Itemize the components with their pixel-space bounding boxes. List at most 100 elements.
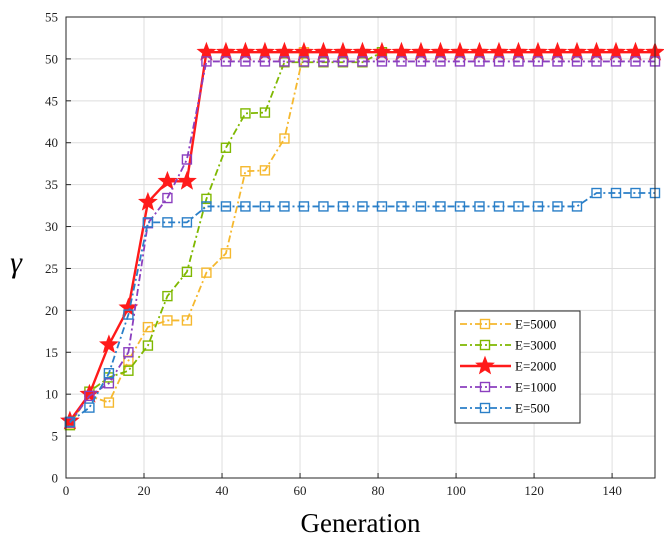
data-point: [610, 187, 622, 199]
data-point: [259, 107, 271, 118]
data-point: [123, 365, 134, 376]
legend-item: E=5000: [460, 317, 556, 332]
data-point: [469, 41, 490, 61]
data-point: [489, 41, 509, 61]
data-point: [59, 410, 80, 430]
y-tick-label: 50: [45, 51, 58, 66]
legend: E=5000 E=3000 E=2000 E=1000 E=500: [454, 310, 581, 424]
data-point: [142, 340, 154, 351]
data-point: [235, 41, 256, 61]
legend-label: E=1000: [515, 380, 556, 395]
data-point: [586, 41, 607, 61]
data-point: [162, 290, 173, 302]
data-point: [318, 56, 329, 67]
x-axis-label: Generation: [301, 508, 421, 538]
data-point: [376, 201, 388, 212]
data-point: [298, 56, 310, 67]
legend-label: E=500: [515, 401, 550, 416]
data-point: [591, 56, 602, 67]
legend-item: E=500: [460, 401, 550, 416]
data-point: [474, 56, 485, 67]
data-point: [84, 402, 95, 413]
legend-label: E=2000: [515, 359, 556, 374]
data-point: [103, 397, 115, 408]
data-point: [201, 193, 212, 205]
data-point: [201, 201, 212, 212]
legend-label: E=5000: [515, 317, 556, 332]
legend-marker: [479, 339, 491, 351]
data-point: [376, 56, 388, 67]
y-tick-label: 20: [45, 303, 58, 318]
data-point: [84, 390, 95, 402]
data-point: [532, 56, 544, 67]
data-point: [450, 41, 470, 61]
data-point: [177, 170, 197, 190]
data-point: [220, 248, 232, 259]
x-tick-label: 100: [446, 483, 466, 498]
y-tick-label: 10: [45, 387, 58, 402]
data-point: [279, 133, 290, 144]
legend-marker: [475, 355, 495, 375]
data-point: [240, 108, 251, 119]
data-point: [591, 187, 602, 199]
data-point: [337, 56, 349, 67]
y-tick-label: 45: [45, 93, 58, 108]
data-point: [298, 201, 310, 212]
data-point: [552, 56, 563, 67]
y-axis-label: γ: [10, 246, 23, 279]
data-point: [123, 309, 134, 320]
data-point: [240, 166, 251, 177]
data-point: [606, 41, 626, 61]
data-point: [313, 41, 334, 61]
legend-item: E=2000: [460, 355, 556, 375]
series-line: [69, 51, 383, 426]
legend-marker: [479, 381, 491, 393]
data-point: [142, 321, 154, 333]
data-point: [220, 56, 232, 67]
data-point: [318, 201, 329, 212]
data-point: [240, 201, 251, 212]
x-tick-label: 80: [372, 483, 385, 498]
data-point: [294, 41, 314, 61]
data-point: [103, 378, 115, 389]
y-tick-label: 15: [45, 345, 58, 360]
data-point: [255, 41, 275, 61]
series-e-5000: [64, 47, 310, 429]
y-tick-label: 5: [52, 429, 59, 444]
x-tick-label: 20: [138, 483, 151, 498]
data-point: [201, 267, 212, 278]
data-point: [181, 154, 193, 165]
data-point: [220, 201, 232, 212]
legend-marker: [479, 318, 491, 330]
data-point: [181, 315, 193, 326]
data-point: [415, 201, 427, 212]
data-point: [567, 41, 587, 61]
y-tick-label: 0: [52, 471, 59, 486]
data-point: [337, 201, 349, 212]
y-tick-label: 30: [45, 219, 58, 234]
data-point: [547, 41, 568, 61]
data-point: [528, 41, 548, 61]
data-point: [142, 217, 154, 228]
data-point: [571, 56, 583, 67]
y-tick-label: 25: [45, 261, 58, 276]
x-tick-label: 0: [63, 483, 70, 498]
data-point: [123, 347, 134, 358]
data-point: [513, 201, 524, 212]
data-point: [274, 41, 295, 61]
series-line: [69, 192, 655, 423]
data-point: [630, 56, 641, 67]
y-tick-label: 40: [45, 135, 58, 150]
data-point: [138, 191, 158, 211]
series-layer: [59, 41, 664, 431]
data-point: [493, 56, 505, 67]
data-point: [157, 170, 178, 190]
data-point: [259, 56, 271, 67]
data-point: [435, 56, 446, 67]
data-point: [64, 416, 76, 428]
data-point: [181, 266, 193, 278]
data-point: [196, 41, 217, 61]
plot-frame: [65, 16, 656, 479]
data-point: [474, 201, 485, 212]
